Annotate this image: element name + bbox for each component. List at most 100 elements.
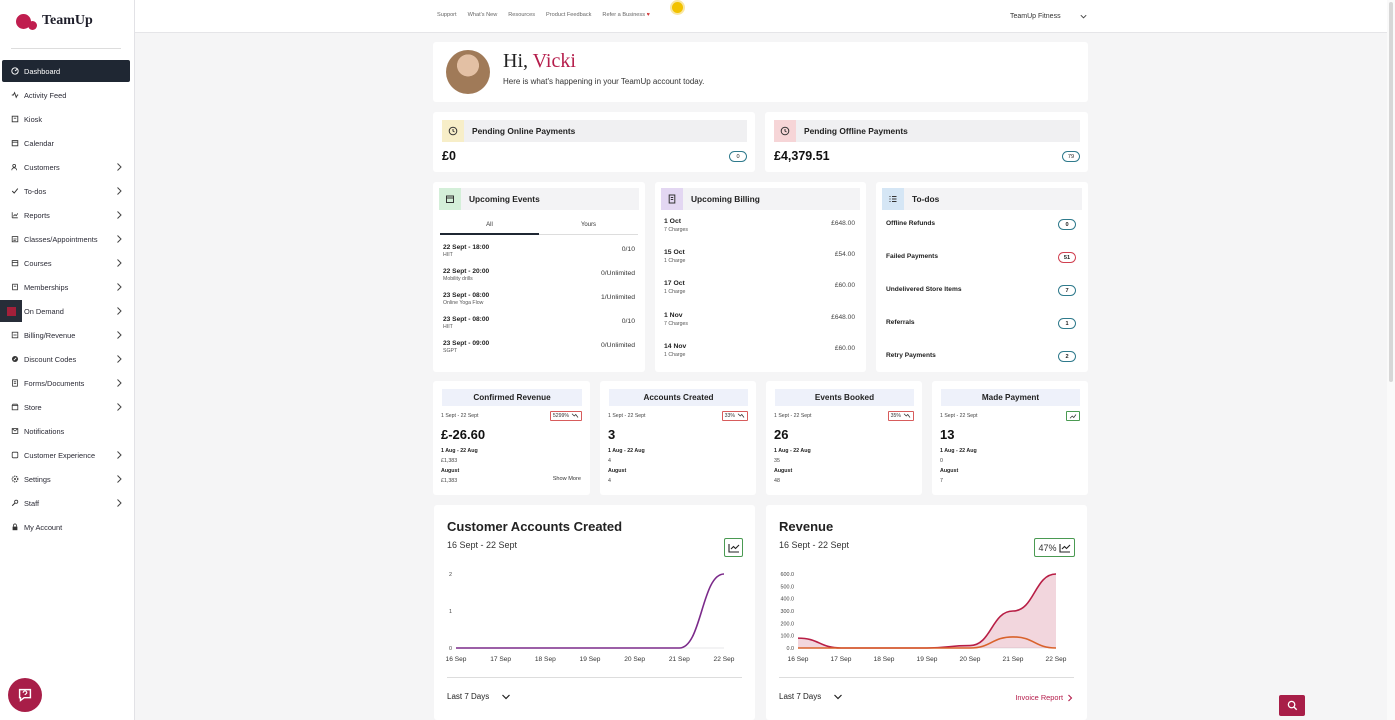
todo-label: Retry Payments xyxy=(886,352,936,359)
confirmed-revenue-card[interactable]: Confirmed Revenue 1 Sept - 22 Sept 5299%… xyxy=(433,381,590,495)
event-capacity: 1/Unlimited xyxy=(601,294,635,301)
x-tick-label: 16 Sep xyxy=(788,656,809,663)
sidebar-item-label: Discount Codes xyxy=(24,354,77,364)
sidebar-item-classes[interactable]: Classes/Appointments xyxy=(2,228,130,250)
compare-value: £1,383 xyxy=(441,478,458,484)
event-item[interactable]: 23 Sept - 08:00 HIIT 0/10 xyxy=(443,316,635,338)
sidebar-item-forms[interactable]: Forms/Documents xyxy=(2,372,130,394)
stat-value: 3 xyxy=(608,427,616,442)
sidebar-item-notifications[interactable]: Notifications xyxy=(2,420,130,442)
sidebar-item-label: Notifications xyxy=(24,426,65,436)
chart-toggle-button[interactable]: 47% xyxy=(1034,538,1075,557)
notification-dot-icon[interactable] xyxy=(672,2,683,13)
invoice-report-link[interactable]: Invoice Report xyxy=(1015,693,1073,702)
tab-all[interactable]: All xyxy=(440,218,539,235)
tab-yours[interactable]: Yours xyxy=(539,218,638,235)
sidebar-item-customers[interactable]: Customers xyxy=(2,156,130,178)
product-feedback-link[interactable]: Product Feedback xyxy=(546,12,592,18)
range-select[interactable]: Last 7 Days xyxy=(779,692,843,701)
sidebar-item-calendar[interactable]: Calendar xyxy=(2,132,130,154)
sidebar-item-discount-codes[interactable]: Discount Codes xyxy=(2,348,130,370)
accounts-created-card[interactable]: Accounts Created 1 Sept - 22 Sept 33% 3 … xyxy=(600,381,756,495)
todo-item[interactable]: Undelivered Store Items 7 xyxy=(886,285,1076,298)
chart-title: Revenue xyxy=(779,519,834,534)
show-more-link[interactable]: Show More xyxy=(552,476,581,482)
card-title: Upcoming Billing xyxy=(691,194,760,204)
todo-item[interactable]: Offline Refunds 0 xyxy=(886,219,1076,232)
sidebar-item-todos[interactable]: To-dos xyxy=(2,180,130,202)
support-link[interactable]: Support xyxy=(437,12,457,18)
sidebar-item-label: Store xyxy=(24,402,42,412)
sidebar-item-reports[interactable]: Reports xyxy=(2,204,130,226)
sidebar-item-kiosk[interactable]: Kiosk xyxy=(2,108,130,130)
compare-label: 1 Aug - 22 Aug xyxy=(608,448,645,454)
sidebar-item-activity-feed[interactable]: Activity Feed xyxy=(2,84,130,106)
pending-offline-card[interactable]: Pending Offline Payments £4,379.51 79 xyxy=(765,112,1088,172)
sidebar-item-label: Forms/Documents xyxy=(24,378,85,388)
sidebar-item-staff[interactable]: Staff xyxy=(2,492,130,514)
customers-icon xyxy=(10,162,20,172)
x-tick-label: 20 Sep xyxy=(624,656,645,663)
event-item[interactable]: 22 Sept - 20:00 Mobility drills 0/Unlimite… xyxy=(443,268,635,290)
card-title: Upcoming Events xyxy=(469,194,540,204)
sidebar-item-on-demand[interactable]: On Demand xyxy=(0,300,130,322)
event-item[interactable]: 22 Sept - 18:00 HIIT 0/10 xyxy=(443,244,635,266)
range-select[interactable]: Last 7 Days xyxy=(447,692,511,701)
sidebar-item-label: My Account xyxy=(24,522,63,532)
billing-item[interactable]: 1 Oct 7 Charges £648.00 xyxy=(664,218,855,240)
sidebar-item-dashboard[interactable]: Dashboard xyxy=(2,60,130,82)
todo-item[interactable]: Failed Payments 51 xyxy=(886,252,1076,265)
todo-label: Undelivered Store Items xyxy=(886,286,962,293)
greeting-subtitle: Here is what's happening in your TeamUp … xyxy=(503,77,705,86)
events-booked-card[interactable]: Events Booked 1 Sept - 22 Sept 35% 26 1 … xyxy=(766,381,922,495)
pending-online-card[interactable]: Pending Online Payments £0 0 xyxy=(433,112,755,172)
sidebar-item-store[interactable]: Store xyxy=(2,396,130,418)
billing-item[interactable]: 14 Nov 1 Charge £60.00 xyxy=(664,343,855,365)
event-item[interactable]: 23 Sept - 09:00 SGPT 0/Unlimited xyxy=(443,340,635,362)
scrollbar[interactable] xyxy=(1387,0,1395,720)
refer-business-link[interactable]: Refer a Business ♥ xyxy=(602,12,650,18)
account-switcher[interactable]: TeamUp Fitness xyxy=(1010,12,1088,21)
chevron-right-icon xyxy=(117,307,122,315)
billing-item[interactable]: 1 Nov 7 Charges £648.00 xyxy=(664,312,855,334)
billing-item[interactable]: 17 Oct 1 Charge £60.00 xyxy=(664,280,855,302)
event-capacity: 0/Unlimited xyxy=(601,342,635,349)
x-tick-label: 22 Sep xyxy=(1046,656,1067,663)
notifications-icon xyxy=(10,426,20,436)
change-value: 5299% xyxy=(552,413,569,419)
billing-date: 14 Nov xyxy=(664,343,687,350)
y-tick-label: 0.0 xyxy=(787,646,795,652)
help-chat-button[interactable] xyxy=(8,678,42,712)
search-button[interactable] xyxy=(1279,695,1305,716)
sidebar-item-courses[interactable]: Courses xyxy=(2,252,130,274)
invoice-icon xyxy=(661,188,683,210)
whats-new-link[interactable]: What's New xyxy=(467,12,498,18)
teamup-logo[interactable]: TeamUp xyxy=(16,12,93,30)
revenue-chart: 0.0 100.0 200.0 300.0 400.0 500.0 600.0 16 Sep 1… xyxy=(781,572,1067,663)
scrollbar-thumb[interactable] xyxy=(1389,2,1393,382)
sidebar-item-my-account[interactable]: My Account xyxy=(2,516,130,538)
revenue-chart-card: Revenue 16 Sept - 22 Sept 47% 0.0 100.0 20… xyxy=(766,505,1087,720)
sidebar-item-customer-experience[interactable]: Customer Experience xyxy=(2,444,130,466)
x-tick-label: 18 Sep xyxy=(874,656,895,663)
made-payment-card[interactable]: Made Payment 1 Sept - 22 Sept 13 1 Aug -… xyxy=(932,381,1088,495)
greeting-hi: Hi, xyxy=(503,50,528,72)
card-title: To-dos xyxy=(912,194,940,204)
event-item[interactable]: 23 Sept - 08:00 Online Yoga Flow 1/Unlimit… xyxy=(443,292,635,314)
billing-charges: 1 Charge xyxy=(664,258,686,264)
todo-item[interactable]: Retry Payments 2 xyxy=(886,351,1076,364)
range-select-label: Last 7 Days xyxy=(779,692,822,701)
sidebar-item-label: Settings xyxy=(24,474,51,484)
sidebar-item-memberships[interactable]: Memberships xyxy=(2,276,130,298)
sidebar-item-billing[interactable]: Billing/Revenue xyxy=(2,324,130,346)
sidebar-item-settings[interactable]: Settings xyxy=(2,468,130,490)
chevron-right-icon xyxy=(1068,694,1073,701)
billing-item[interactable]: 15 Oct 1 Charge £54.00 xyxy=(664,249,855,271)
resources-link[interactable]: Resources xyxy=(508,12,536,18)
chart-toggle-button[interactable] xyxy=(724,538,743,557)
compare-value: 4 xyxy=(608,478,611,484)
dashboard-icon xyxy=(10,66,20,76)
event-name: SGPT xyxy=(443,348,458,354)
billing-amount: £60.00 xyxy=(834,345,855,352)
todo-item[interactable]: Referrals 1 xyxy=(886,318,1076,331)
